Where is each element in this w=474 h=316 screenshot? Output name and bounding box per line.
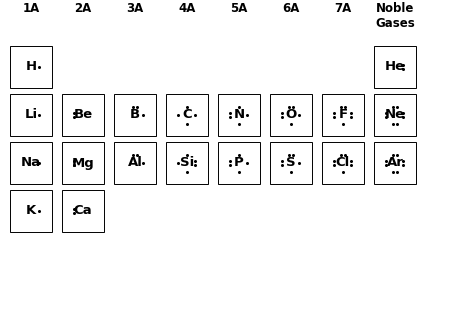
Bar — [374, 94, 416, 136]
Text: Ca: Ca — [73, 204, 92, 217]
Bar — [10, 46, 52, 88]
Bar — [218, 142, 260, 184]
Text: Ne: Ne — [385, 108, 405, 121]
Text: N: N — [233, 108, 245, 121]
Text: 6A: 6A — [283, 2, 300, 15]
Text: 3A: 3A — [127, 2, 144, 15]
Bar — [10, 94, 52, 136]
Bar — [218, 94, 260, 136]
Text: Cl: Cl — [336, 156, 350, 169]
Bar — [166, 142, 208, 184]
Bar — [114, 94, 156, 136]
Text: Li: Li — [25, 108, 37, 121]
Text: 7A: 7A — [334, 2, 352, 15]
Text: C: C — [182, 108, 192, 121]
Text: 2A: 2A — [74, 2, 91, 15]
Bar — [62, 190, 104, 232]
Text: Mg: Mg — [72, 156, 94, 169]
Text: Si: Si — [180, 156, 194, 169]
Bar — [114, 142, 156, 184]
Text: S: S — [286, 156, 296, 169]
Bar — [322, 142, 364, 184]
Text: H: H — [26, 60, 36, 74]
Bar — [62, 94, 104, 136]
Bar — [322, 94, 364, 136]
Text: Noble
Gases: Noble Gases — [375, 2, 415, 30]
Bar — [10, 190, 52, 232]
Text: Ar: Ar — [387, 156, 403, 169]
Bar — [10, 142, 52, 184]
Text: Na: Na — [21, 156, 41, 169]
Text: F: F — [338, 108, 347, 121]
Bar — [62, 142, 104, 184]
Text: O: O — [285, 108, 297, 121]
Text: 4A: 4A — [178, 2, 196, 15]
Text: B: B — [130, 108, 140, 121]
Text: P: P — [234, 156, 244, 169]
Text: 1A: 1A — [22, 2, 40, 15]
Bar — [374, 142, 416, 184]
Text: 5A: 5A — [230, 2, 248, 15]
Text: Al: Al — [128, 156, 143, 169]
Bar — [270, 142, 312, 184]
Bar — [166, 94, 208, 136]
Bar — [374, 46, 416, 88]
Bar — [270, 94, 312, 136]
Text: K: K — [26, 204, 36, 217]
Text: He: He — [385, 60, 405, 74]
Text: Be: Be — [73, 108, 92, 121]
